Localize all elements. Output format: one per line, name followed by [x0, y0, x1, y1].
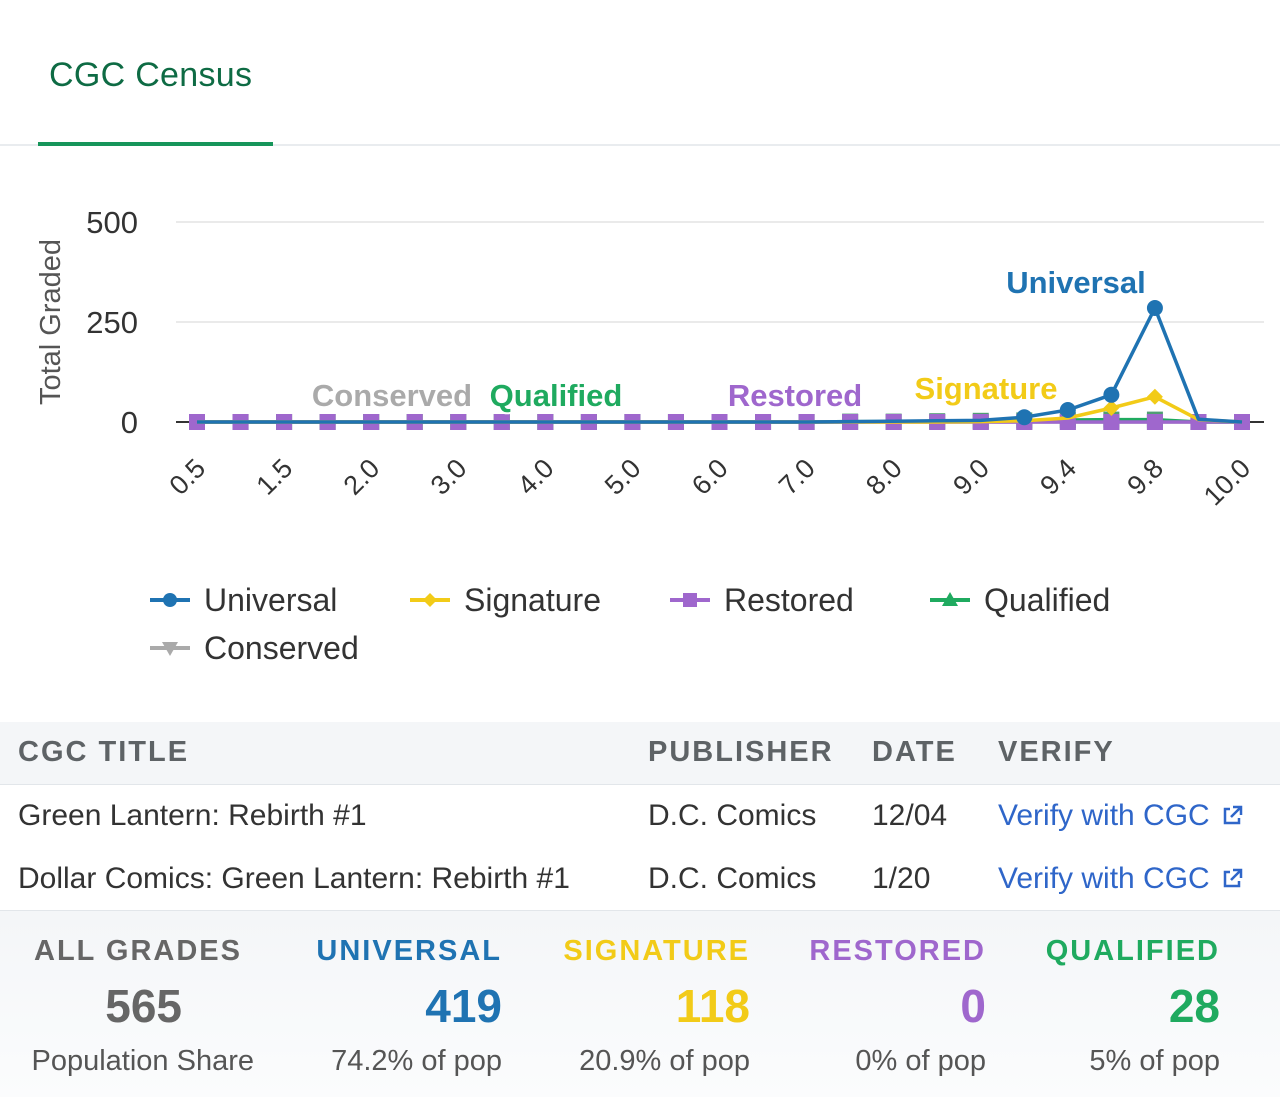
triangle-up-marker-icon	[930, 592, 970, 606]
y-tick-label: 250	[86, 305, 138, 340]
x-tick-label: 1.5	[251, 453, 299, 501]
x-tick-label: 4.0	[512, 453, 560, 501]
external-link-icon	[1223, 805, 1242, 825]
y-tick-label: 0	[121, 405, 138, 440]
x-tick-label: 10.0	[1198, 453, 1256, 511]
annotation-conserved: Conserved	[312, 378, 472, 413]
x-tick-label: 8.0	[860, 453, 908, 501]
row-publisher: D.C. Comics	[648, 862, 817, 895]
row-publisher: D.C. Comics	[648, 799, 817, 832]
stat-share: 0% of pop	[855, 1045, 986, 1077]
x-tick-label: 7.0	[773, 453, 821, 501]
table-header: CGC TITLE PUBLISHER DATE VERIFY	[0, 722, 1280, 785]
legend-item-signature[interactable]: Signature	[408, 578, 601, 622]
square-marker-icon	[670, 593, 710, 607]
stat-label: ALL GRADES	[34, 935, 242, 967]
stat-restored: RESTORED 0 0% of pop	[790, 911, 986, 1097]
row-title: Dollar Comics: Green Lantern: Rebirth #1	[18, 862, 570, 895]
legend-item-conserved[interactable]: Conserved	[148, 626, 359, 670]
y-tick-label: 500	[86, 205, 138, 240]
data-point	[1146, 300, 1163, 316]
row-title: Green Lantern: Rebirth #1	[18, 799, 367, 832]
legend-label: Signature	[464, 581, 601, 618]
x-tick-label: 2.0	[338, 453, 386, 501]
legend-label: Universal	[204, 581, 338, 618]
x-tick-label: 9.8	[1121, 453, 1169, 501]
tab-bar: CGC Census	[0, 0, 1280, 146]
data-point	[1103, 414, 1120, 430]
stat-value: 0	[960, 980, 986, 1032]
legend-label: Restored	[724, 581, 854, 618]
annotation-qualified: Qualified	[490, 378, 623, 413]
tab-label: CGC Census	[49, 56, 253, 94]
stat-value: 118	[675, 980, 750, 1032]
header-publisher: PUBLISHER	[648, 736, 834, 768]
stat-value: 419	[425, 980, 502, 1032]
stat-share: Population Share	[31, 1045, 255, 1077]
data-point	[1059, 402, 1076, 418]
legend-item-universal[interactable]: Universal	[148, 578, 337, 622]
population-stats: ALL GRADES 565 Population Share UNIVERSA…	[0, 910, 1280, 1097]
verify-link-label: Verify with CGC	[998, 799, 1210, 832]
legend-label: Conserved	[204, 629, 359, 666]
verify-with-cgc-link[interactable]: Verify with CGC	[998, 799, 1244, 833]
data-point	[1146, 388, 1163, 405]
stat-value: 28	[1168, 980, 1220, 1032]
annotation-signature: Signature	[915, 371, 1058, 406]
stat-all-grades: ALL GRADES 565 Population Share	[20, 911, 260, 1097]
stat-label: QUALIFIED	[1045, 935, 1220, 967]
stat-qualified: QUALIFIED 28 5% of pop	[1020, 911, 1220, 1097]
verify-with-cgc-link[interactable]: Verify with CGC	[998, 862, 1244, 896]
census-chart: 0 250 500 Total Graded 0.5 1.5 2.0 3.0 4.0 5.0 6.0…	[35, 205, 1264, 511]
external-link-icon	[1223, 868, 1242, 888]
annotation-restored: Restored	[728, 378, 862, 413]
x-tick-label: 9.0	[947, 453, 995, 501]
legend-label: Qualified	[984, 581, 1111, 618]
stat-value: 565	[105, 980, 182, 1032]
x-tick-label: 3.0	[425, 453, 473, 501]
stat-signature: SIGNATURE 118 20.9% of pop	[540, 911, 750, 1097]
stat-share: 20.9% of pop	[579, 1045, 750, 1077]
stat-label: SIGNATURE	[563, 935, 750, 967]
verify-link-label: Verify with CGC	[998, 862, 1210, 895]
data-point	[1103, 400, 1120, 416]
legend-item-qualified[interactable]: Qualified	[928, 578, 1110, 622]
x-tick-label: 0.5	[163, 453, 211, 501]
x-tick-label: 9.4	[1034, 453, 1082, 501]
x-tick-label: 6.0	[686, 453, 734, 501]
x-tick-label: 5.0	[599, 453, 647, 501]
table-row: Dollar Comics: Green Lantern: Rebirth #1…	[0, 848, 1280, 912]
diamond-marker-icon	[410, 593, 450, 607]
data-point	[1146, 414, 1163, 430]
y-axis-label: Total Graded	[35, 239, 67, 405]
row-date: 12/04	[872, 799, 948, 832]
stat-label: RESTORED	[809, 935, 986, 967]
triangle-down-marker-icon	[150, 642, 190, 656]
legend-item-restored[interactable]: Restored	[668, 578, 854, 622]
stat-label: UNIVERSAL	[316, 935, 502, 967]
circle-marker-icon	[150, 593, 190, 607]
stat-share: 74.2% of pop	[331, 1045, 502, 1077]
tab-cgc-census[interactable]: CGC Census	[38, 0, 273, 146]
annotation-universal: Universal	[1006, 265, 1146, 300]
data-point	[1016, 409, 1033, 426]
header-cgc-title: CGC TITLE	[18, 736, 190, 768]
header-verify: VERIFY	[998, 736, 1115, 768]
table-row: Green Lantern: Rebirth #1 D.C. Comics 12…	[0, 785, 1280, 849]
header-date: DATE	[872, 736, 957, 768]
stat-share: 5% of pop	[1089, 1045, 1220, 1077]
stat-universal: UNIVERSAL 419 74.2% of pop	[290, 911, 502, 1097]
data-point	[1103, 386, 1120, 403]
row-date: 1/20	[872, 862, 931, 895]
